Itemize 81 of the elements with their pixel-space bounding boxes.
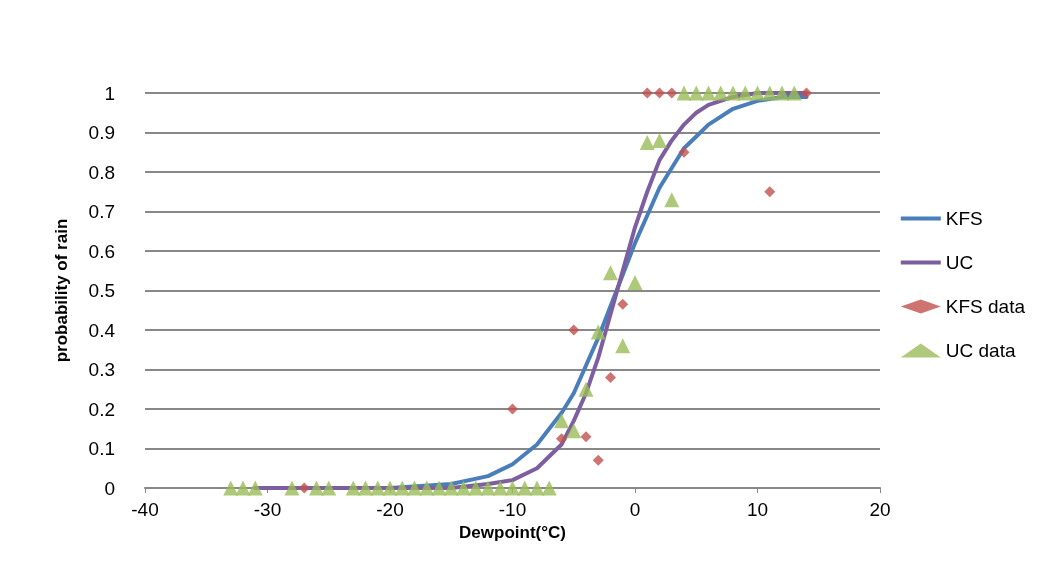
legend-label: KFS data — [945, 296, 1026, 317]
point — [556, 433, 567, 445]
point — [801, 87, 812, 99]
point — [321, 480, 337, 496]
point — [456, 480, 471, 496]
point — [617, 298, 629, 310]
point — [468, 480, 484, 496]
y-tick-label: 0.2 — [88, 398, 115, 420]
point — [507, 403, 518, 415]
point — [786, 85, 802, 101]
point — [605, 371, 616, 383]
point — [235, 480, 251, 496]
point — [654, 87, 665, 99]
x-tick-label: -10 — [498, 499, 527, 520]
point — [554, 413, 569, 429]
point — [419, 480, 435, 496]
point — [592, 454, 604, 466]
point — [568, 324, 580, 336]
point — [688, 85, 704, 101]
y-tick-label: 0.5 — [88, 280, 115, 301]
x-tick-label: -40 — [131, 499, 159, 520]
point — [737, 85, 753, 101]
point — [641, 87, 653, 99]
point — [284, 480, 300, 496]
point — [529, 480, 545, 496]
point — [580, 431, 592, 443]
point — [541, 480, 557, 496]
y-tick-label: 0.1 — [88, 438, 115, 459]
point — [223, 480, 239, 496]
y-tick-label: 1 — [104, 82, 115, 104]
point — [309, 480, 324, 496]
x-tick-label: -30 — [253, 499, 282, 520]
y-tick-label: 0.4 — [88, 319, 116, 341]
point — [505, 480, 520, 496]
point — [566, 423, 582, 439]
point — [701, 85, 716, 101]
y-tick-label: 0.8 — [88, 161, 115, 183]
point — [764, 186, 776, 198]
point — [247, 480, 263, 496]
point — [345, 480, 361, 496]
point — [676, 85, 692, 101]
y-tick-label: 0.9 — [88, 122, 115, 143]
y-tick-label: 0.7 — [88, 201, 115, 222]
legend-label: UC — [945, 252, 974, 273]
point — [394, 480, 410, 496]
point — [603, 265, 618, 281]
point — [578, 381, 594, 397]
point — [652, 132, 667, 148]
point — [431, 480, 447, 496]
point — [480, 480, 496, 496]
point — [713, 85, 729, 101]
point — [298, 482, 310, 494]
x-tick-label: -20 — [376, 499, 404, 520]
x-axis-title: Dewpoint(°C) — [459, 522, 566, 542]
y-axis-title: probability of rain — [52, 218, 71, 363]
point — [725, 85, 741, 101]
point — [762, 85, 778, 101]
point — [590, 324, 606, 340]
point — [382, 480, 398, 496]
x-tick-label: 10 — [746, 499, 769, 520]
point — [358, 480, 373, 496]
x-tick-label: 20 — [869, 499, 891, 520]
y-tick-label: 0.3 — [88, 359, 115, 380]
point — [750, 85, 765, 101]
point — [639, 134, 655, 150]
x-tick-label: 0 — [629, 499, 641, 520]
point — [443, 480, 459, 496]
point — [615, 338, 631, 354]
point — [627, 275, 643, 291]
point — [407, 480, 422, 496]
point — [774, 85, 790, 101]
point — [678, 146, 690, 158]
point — [664, 192, 680, 208]
point — [666, 87, 678, 99]
point — [517, 480, 533, 496]
y-tick-label: 0.6 — [88, 240, 115, 262]
y-tick-label: 0 — [104, 477, 115, 499]
legend-label: KFS — [945, 208, 983, 229]
point — [492, 480, 508, 496]
point — [370, 480, 386, 496]
legend-label: UC data — [945, 340, 1016, 361]
